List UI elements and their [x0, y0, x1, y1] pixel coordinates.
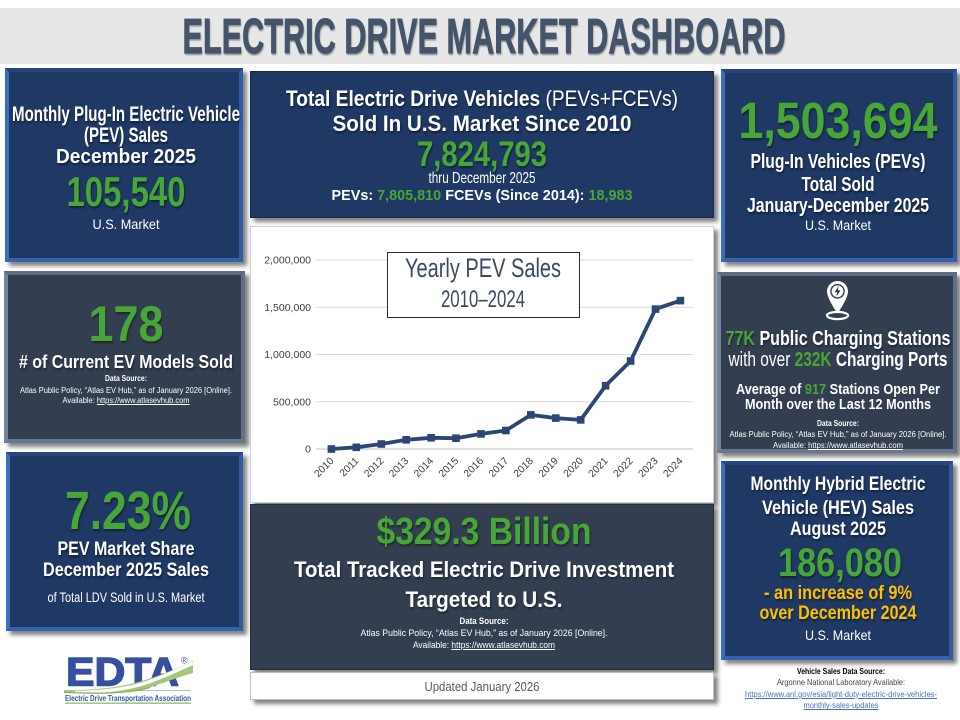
- svg-text:500,000: 500,000: [273, 396, 311, 408]
- svg-text:1,000,000: 1,000,000: [264, 349, 311, 361]
- svg-text:EDTA: EDTA: [66, 651, 179, 695]
- svg-text:1,500,000: 1,500,000: [264, 302, 311, 314]
- svg-text:®: ®: [181, 656, 188, 666]
- svg-text:2012: 2012: [362, 456, 386, 480]
- svg-text:2019: 2019: [537, 456, 561, 480]
- svg-text:2020: 2020: [562, 456, 586, 480]
- svg-text:2018: 2018: [512, 456, 536, 480]
- svg-text:2022: 2022: [612, 456, 636, 480]
- svg-text:2015: 2015: [437, 456, 461, 480]
- svg-text:0: 0: [305, 444, 311, 456]
- svg-text:2013: 2013: [387, 456, 411, 480]
- svg-text:Electric Drive Transportation: Electric Drive Transportation Associatio…: [65, 693, 191, 703]
- svg-text:2016: 2016: [462, 456, 486, 480]
- svg-text:2,000,000: 2,000,000: [264, 255, 311, 267]
- svg-text:2010: 2010: [313, 456, 337, 480]
- svg-text:2014: 2014: [412, 456, 436, 480]
- svg-text:2023: 2023: [637, 456, 661, 480]
- svg-text:2024: 2024: [662, 456, 686, 480]
- svg-text:2021: 2021: [587, 456, 611, 480]
- svg-text:2011: 2011: [338, 456, 362, 480]
- svg-text:2017: 2017: [487, 456, 511, 480]
